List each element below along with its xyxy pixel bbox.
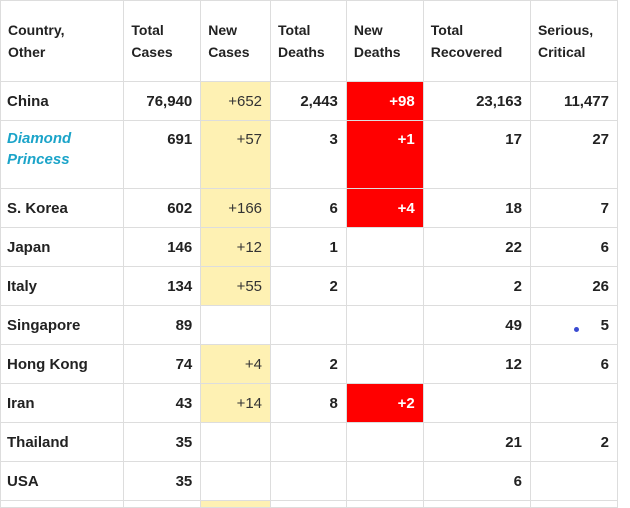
cell-new-deaths: +2 xyxy=(345,383,424,423)
cell-new-deaths: +1 xyxy=(345,120,424,189)
cell-new-cases: +55 xyxy=(200,266,272,306)
cell-country[interactable]: Diamond Princess xyxy=(0,120,125,189)
cell-total-recovered: 12 xyxy=(422,344,531,384)
cell-country: Japan xyxy=(0,227,125,267)
table-row: Italy 134 +55 2 2 26 xyxy=(0,266,619,306)
table-row-partial xyxy=(0,500,619,508)
cell-total-cases xyxy=(123,500,202,508)
cell-total-recovered: 23,163 xyxy=(422,81,531,121)
cell-total-deaths: 3 xyxy=(270,120,347,189)
cell-total-recovered: 49 xyxy=(422,305,531,345)
cell-new-cases: +57 xyxy=(200,120,272,189)
cell-serious-critical xyxy=(529,461,619,501)
cell-country: Hong Kong xyxy=(0,344,125,384)
cell-total-cases: 146 xyxy=(123,227,202,267)
cell-total-recovered: 17 xyxy=(422,120,531,189)
cell-country: USA xyxy=(0,461,125,501)
cell-serious-critical: 26 xyxy=(529,266,619,306)
cell-total-deaths xyxy=(270,422,347,462)
table-row: Hong Kong 74 +4 2 12 6 xyxy=(0,344,619,384)
cell-total-cases: 89 xyxy=(123,305,202,345)
header-new-cases[interactable]: New Cases xyxy=(200,0,272,82)
cell-total-recovered xyxy=(422,500,531,508)
cell-new-cases: +4 xyxy=(200,344,272,384)
cell-total-cases: 691 xyxy=(123,120,202,189)
cell-new-cases: +12 xyxy=(200,227,272,267)
cell-total-deaths xyxy=(270,461,347,501)
cell-total-deaths: 8 xyxy=(270,383,347,423)
cell-total-deaths: 2 xyxy=(270,344,347,384)
cell-new-deaths xyxy=(345,266,424,306)
cell-total-deaths: 2,443 xyxy=(270,81,347,121)
cell-total-cases: 74 xyxy=(123,344,202,384)
cell-total-recovered: 21 xyxy=(422,422,531,462)
cell-total-deaths: 1 xyxy=(270,227,347,267)
cell-new-deaths xyxy=(345,305,424,345)
cell-total-deaths: 2 xyxy=(270,266,347,306)
cell-new-cases: +166 xyxy=(200,188,272,228)
cell-new-deaths: +4 xyxy=(345,188,424,228)
cell-total-deaths: 6 xyxy=(270,188,347,228)
cell-serious-critical: 6 xyxy=(529,344,619,384)
cell-serious-critical xyxy=(529,383,619,423)
cell-serious-critical xyxy=(529,500,619,508)
table-body: China 76,940 +652 2,443 +98 23,163 11,477 Diamo… xyxy=(0,81,619,508)
header-total-cases[interactable]: Total Cases xyxy=(123,0,202,82)
cell-new-deaths: +98 xyxy=(345,81,424,121)
cell-new-cases xyxy=(200,422,272,462)
table-row: Thailand 35 21 2 xyxy=(0,422,619,462)
cell-new-deaths xyxy=(345,344,424,384)
cell-new-cases xyxy=(200,500,272,508)
cell-new-deaths xyxy=(345,422,424,462)
cell-new-cases: +14 xyxy=(200,383,272,423)
cell-total-recovered: 6 xyxy=(422,461,531,501)
header-row: Country, Other Total Cases New Cases Tot… xyxy=(0,0,619,82)
cell-total-cases: 35 xyxy=(123,422,202,462)
cell-total-deaths xyxy=(270,305,347,345)
cell-new-cases: +652 xyxy=(200,81,272,121)
cell-country: Thailand xyxy=(0,422,125,462)
cell-country: S. Korea xyxy=(0,188,125,228)
cell-new-deaths xyxy=(345,227,424,267)
cell-serious-critical: 11,477 xyxy=(529,81,619,121)
table-row: S. Korea 602 +166 6 +4 18 7 xyxy=(0,188,619,228)
cell-serious-critical: 27 xyxy=(529,120,619,189)
table-row: China 76,940 +652 2,443 +98 23,163 11,477 xyxy=(0,81,619,121)
cell-serious-critical: 7 xyxy=(529,188,619,228)
header-serious-critical[interactable]: Serious, Critical xyxy=(529,0,619,82)
cell-new-cases xyxy=(200,305,272,345)
cell-country xyxy=(0,500,125,508)
cell-total-recovered: 18 xyxy=(422,188,531,228)
header-total-recovered[interactable]: Total Recovered xyxy=(422,0,531,82)
cell-total-recovered xyxy=(422,383,531,423)
cursor-dot xyxy=(574,327,579,332)
cell-country: China xyxy=(0,81,125,121)
cell-total-cases: 602 xyxy=(123,188,202,228)
table-row: Diamond Princess 691 +57 3 +1 17 27 xyxy=(0,120,619,189)
cell-serious-critical: 2 xyxy=(529,422,619,462)
cell-total-cases: 134 xyxy=(123,266,202,306)
header-country[interactable]: Country, Other xyxy=(0,0,125,82)
table-row: Iran 43 +14 8 +2 xyxy=(0,383,619,423)
cell-serious-critical: 6 xyxy=(529,227,619,267)
cell-total-cases: 43 xyxy=(123,383,202,423)
cell-new-deaths xyxy=(345,500,424,508)
cell-total-recovered: 2 xyxy=(422,266,531,306)
cell-total-cases: 76,940 xyxy=(123,81,202,121)
cell-new-cases xyxy=(200,461,272,501)
cell-serious-critical: 5 xyxy=(529,305,619,345)
cell-new-deaths xyxy=(345,461,424,501)
table-row: Japan 146 +12 1 22 6 xyxy=(0,227,619,267)
cell-country: Iran xyxy=(0,383,125,423)
header-new-deaths[interactable]: New Deaths xyxy=(345,0,424,82)
cell-total-cases: 35 xyxy=(123,461,202,501)
cell-country: Italy xyxy=(0,266,125,306)
header-total-deaths[interactable]: Total Deaths xyxy=(270,0,347,82)
cell-total-recovered: 22 xyxy=(422,227,531,267)
cell-total-deaths xyxy=(270,500,347,508)
table-row: USA 35 6 xyxy=(0,461,619,501)
cell-country: Singapore xyxy=(0,305,125,345)
table-row: Singapore 89 49 5 xyxy=(0,305,619,345)
